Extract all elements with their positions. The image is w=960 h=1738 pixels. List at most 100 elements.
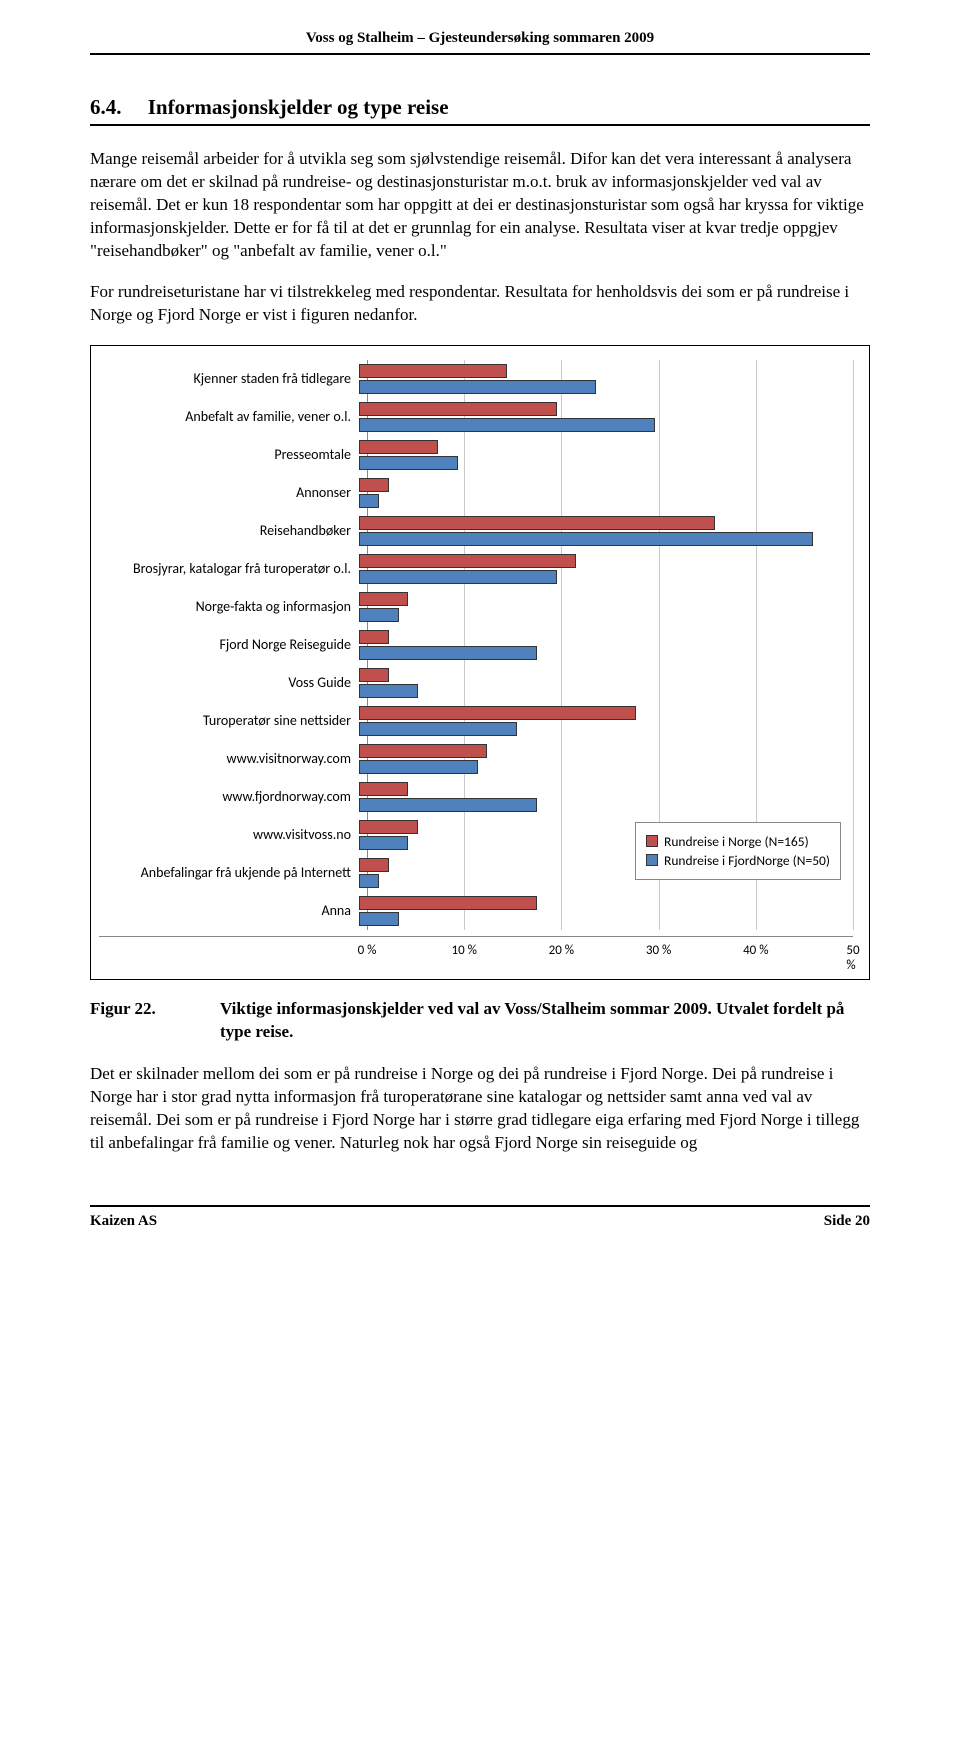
section-number: 6.4. xyxy=(90,95,122,119)
legend-label: Rundreise i Norge (N=165) xyxy=(664,833,809,850)
chart-row: Turoperatør sine nettsider xyxy=(99,702,853,740)
bar xyxy=(359,668,389,682)
footer-right: Side 20 xyxy=(824,1213,870,1230)
bar xyxy=(359,706,636,720)
category-label: Brosjyrar, katalogar frå turoperatør o.l… xyxy=(99,560,359,577)
chart-plot: Kjenner staden frå tidlegare Anbefalt av … xyxy=(99,360,853,930)
chart-container: Kjenner staden frå tidlegare Anbefalt av … xyxy=(90,345,870,980)
bar xyxy=(359,440,438,454)
x-tick-label: 50 % xyxy=(846,943,859,973)
category-label: Anbefalingar frå ukjende på Internett xyxy=(99,864,359,881)
x-tick-label: 30 % xyxy=(646,943,671,958)
x-tick-label: 10 % xyxy=(451,943,476,958)
category-label: Annonser xyxy=(99,484,359,501)
bar xyxy=(359,782,408,796)
bar-group xyxy=(359,436,853,474)
bar-group xyxy=(359,588,853,626)
bar xyxy=(359,478,389,492)
category-label: Fjord Norge Reiseguide xyxy=(99,636,359,653)
bar xyxy=(359,760,478,774)
section-title: Informasjonskjelder og type reise xyxy=(148,95,449,119)
bar-group xyxy=(359,740,853,778)
bar xyxy=(359,532,813,546)
category-label: Anbefalt av familie, vener o.l. xyxy=(99,408,359,425)
chart-row: Reisehandbøker xyxy=(99,512,853,550)
figure-caption: Figur 22. Viktige informasjonskjelder ve… xyxy=(90,998,870,1044)
bar-group xyxy=(359,702,853,740)
bar xyxy=(359,798,537,812)
bar xyxy=(359,858,389,872)
x-tick-label: 0 % xyxy=(358,943,377,958)
chart-row: Norge-fakta og informasjon xyxy=(99,588,853,626)
bar-group xyxy=(359,360,853,398)
category-label: Kjenner staden frå tidlegare xyxy=(99,370,359,387)
section-heading: 6.4. Informasjonskjelder og type reise xyxy=(90,95,870,126)
bar xyxy=(359,554,576,568)
bar-group xyxy=(359,892,853,930)
header-title: Voss og Stalheim – Gjesteundersøking som… xyxy=(306,30,654,46)
bar xyxy=(359,874,379,888)
bar-group xyxy=(359,626,853,664)
page-header: Voss og Stalheim – Gjesteundersøking som… xyxy=(90,30,870,55)
paragraph-3: Det er skilnader mellom dei som er på ru… xyxy=(90,1063,870,1155)
bar xyxy=(359,456,458,470)
bar-group xyxy=(359,512,853,550)
bar xyxy=(359,494,379,508)
category-label: Presseomtale xyxy=(99,446,359,463)
x-tick-label: 40 % xyxy=(743,943,768,958)
bar-group xyxy=(359,664,853,702)
bar xyxy=(359,402,557,416)
bar xyxy=(359,608,399,622)
chart-row: www.fjordnorway.com xyxy=(99,778,853,816)
bar-group xyxy=(359,778,853,816)
bar-group xyxy=(359,398,853,436)
figure-text: Viktige informasjonskjelder ved val av V… xyxy=(220,998,870,1044)
paragraph-2: For rundreiseturistane har vi tilstrekke… xyxy=(90,281,870,327)
chart-legend: Rundreise i Norge (N=165) Rundreise i Fj… xyxy=(635,822,841,880)
page-footer: Kaizen AS Side 20 xyxy=(90,1205,870,1230)
bar-group xyxy=(359,474,853,512)
category-label: Turoperatør sine nettsider xyxy=(99,712,359,729)
bar xyxy=(359,364,507,378)
legend-item: Rundreise i FjordNorge (N=50) xyxy=(646,852,830,869)
chart-row: Presseomtale xyxy=(99,436,853,474)
x-axis-ticks: 0 %10 %20 %30 %40 %50 % xyxy=(367,943,853,963)
bar xyxy=(359,630,389,644)
bar xyxy=(359,684,418,698)
category-label: Anna xyxy=(99,902,359,919)
category-label: www.fjordnorway.com xyxy=(99,788,359,805)
footer-left: Kaizen AS xyxy=(90,1213,157,1230)
bar xyxy=(359,380,596,394)
legend-label: Rundreise i FjordNorge (N=50) xyxy=(664,852,830,869)
bar xyxy=(359,646,537,660)
bar xyxy=(359,570,557,584)
bar xyxy=(359,912,399,926)
category-label: www.visitnorway.com xyxy=(99,750,359,767)
x-axis: 0 %10 %20 %30 %40 %50 % xyxy=(99,936,853,963)
paragraph-1: Mange reisemål arbeider for å utvikla se… xyxy=(90,148,870,263)
chart-row: Anbefalt av familie, vener o.l. xyxy=(99,398,853,436)
x-tick-label: 20 % xyxy=(549,943,574,958)
chart-row: Kjenner staden frå tidlegare xyxy=(99,360,853,398)
chart-row: Annonser xyxy=(99,474,853,512)
category-label: Voss Guide xyxy=(99,674,359,691)
chart-row: Anna xyxy=(99,892,853,930)
chart-row: Voss Guide xyxy=(99,664,853,702)
category-label: Reisehandbøker xyxy=(99,522,359,539)
chart-row: www.visitnorway.com xyxy=(99,740,853,778)
bar-group xyxy=(359,550,853,588)
bar xyxy=(359,744,487,758)
bar xyxy=(359,836,408,850)
bar xyxy=(359,516,715,530)
bar xyxy=(359,592,408,606)
chart-row: Fjord Norge Reiseguide xyxy=(99,626,853,664)
bar xyxy=(359,418,655,432)
bar xyxy=(359,722,517,736)
legend-swatch-icon xyxy=(646,854,658,866)
bar xyxy=(359,896,537,910)
category-label: Norge-fakta og informasjon xyxy=(99,598,359,615)
figure-label: Figur 22. xyxy=(90,998,220,1044)
bar xyxy=(359,820,418,834)
legend-swatch-icon xyxy=(646,835,658,847)
legend-item: Rundreise i Norge (N=165) xyxy=(646,833,830,850)
